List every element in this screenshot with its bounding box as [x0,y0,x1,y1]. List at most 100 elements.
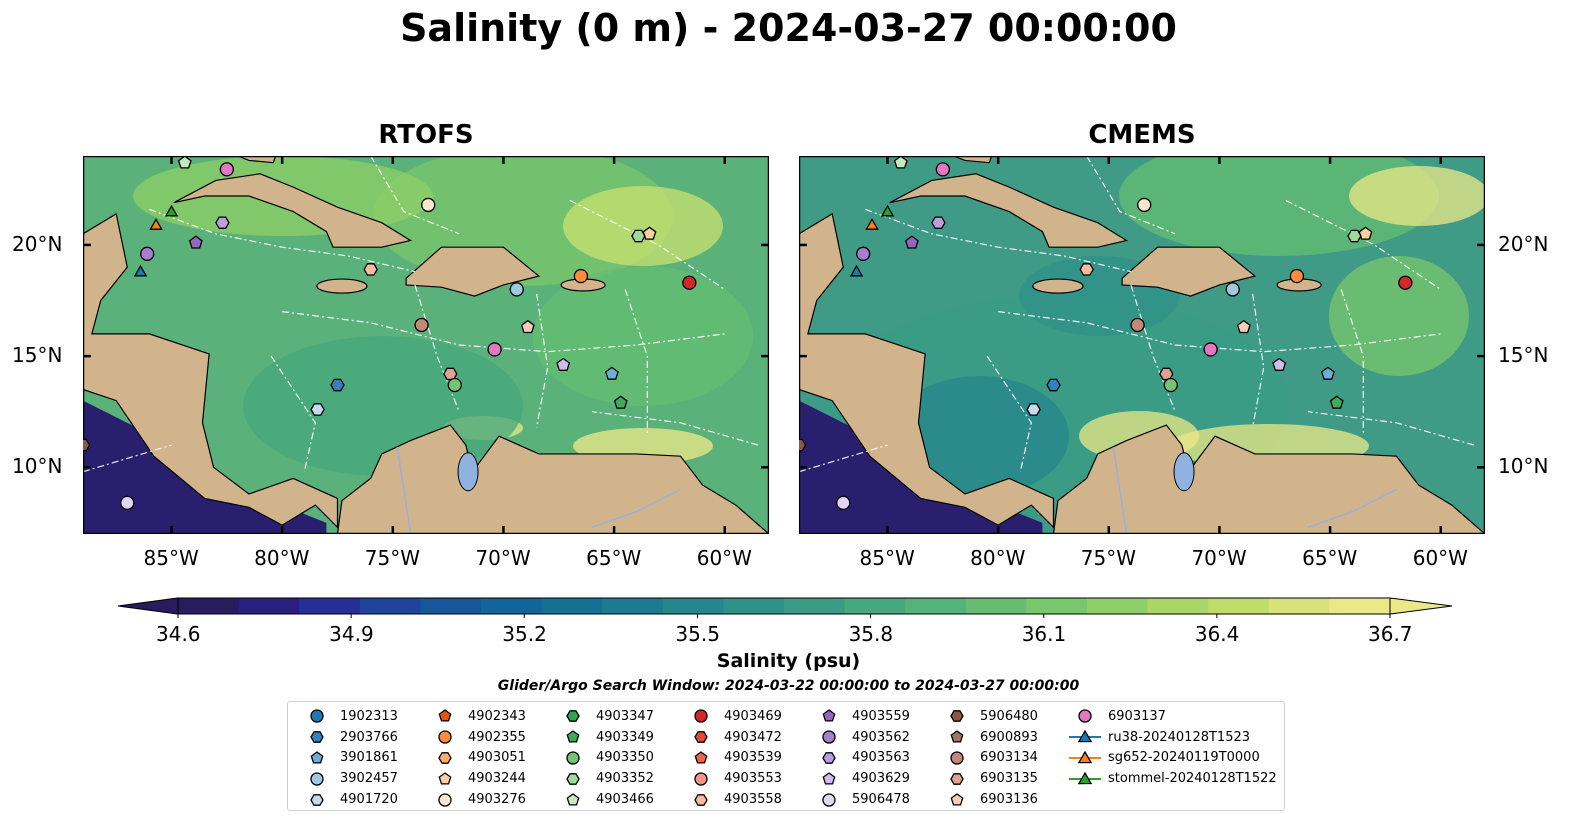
legend-circle-icon [950,751,964,765]
legend-marker-triangle-line [1069,750,1101,764]
legend-hexagon-icon [310,793,324,806]
lon-tick-label: 80°W [970,546,1026,570]
legend-entry: 4903469 [684,706,782,727]
marker-6903134 [414,317,429,333]
legend-column: 1902313 2903766 3901861 3902457 4901720 [300,706,398,810]
eez-boundary-line [83,444,172,473]
marker-3901861 [604,366,619,380]
legend-label: 4903629 [852,771,910,787]
legend-column: 4903347 4903349 4903350 4903352 4903466 [556,706,654,810]
salinity-patch [1329,256,1469,376]
legend-marker-hexagon [822,752,836,764]
legend-entry: stommel-20240128T1522 [1068,768,1277,789]
legend-marker-triangle-line [1069,729,1101,743]
colorbar-tick-label: 34.9 [329,622,374,646]
legend-label: 6903134 [980,750,1038,766]
marker-4903469 [1398,275,1413,290]
marker-2903766 [1046,378,1061,392]
marker-5906480 [83,438,91,452]
marker-4903349 [1329,395,1344,409]
colorbar-segment [299,598,361,614]
legend-marker-pentagon [566,730,580,743]
hispaniola-land [1121,246,1257,297]
legend-marker-hexagon [438,752,452,764]
eez-boundary-line [370,156,460,235]
south-america-land [1052,424,1485,534]
lake-maracaibo [1173,452,1195,492]
legend-label: 4903563 [852,750,910,766]
legend-entry: 3902457 [300,768,398,789]
marker-stommel-20240128T1522 [164,204,179,217]
marker-3902457 [509,282,524,297]
legend-marker-pentagon [438,709,452,722]
salinity-patch [533,266,753,406]
hispaniola-land [405,246,541,297]
panel-title-cmems: CMEMS [1088,120,1196,150]
legend-marker-hexagon [310,731,324,744]
legend-label: 6900893 [980,729,1038,745]
legend-label: 4902355 [468,729,526,745]
legend-label: 4903349 [596,729,654,745]
legend-hexagon-icon [566,710,580,723]
marker-4901720 [310,403,325,416]
lon-tick-label: 70°W [475,546,531,570]
marker-4903350 [447,377,462,393]
legend-entry: 6903136 [940,789,1038,810]
legend-entry: 4903349 [556,727,654,748]
legend-label: 4903244 [468,771,526,787]
eez-boundary-line [986,355,1032,472]
legend-marker-circle [1078,709,1092,724]
legend-label: 4902343 [468,708,526,724]
colorbar-tick-label: 35.2 [502,622,547,646]
legend-marker-triangle-line [1069,771,1101,785]
colorbar-tick-label: 34.6 [156,622,201,646]
marker-6903137 [935,162,950,177]
marker-6903136 [520,319,535,334]
eez-boundary-line [270,355,316,472]
colorbar-tick-label: 36.1 [1021,622,1067,646]
colorbar [118,597,1452,618]
colorbar-segment [1268,598,1330,614]
legend-hexagon-icon [950,772,964,785]
marker-6903135 [443,367,458,381]
legend-label: 4903347 [596,708,654,724]
legend-label: 4903350 [596,750,654,766]
legend-marker-hexagon [694,731,708,744]
legend-triangle-icon [1077,750,1093,764]
legend-entry: 3901861 [300,748,398,769]
colorbar-segment [723,598,785,614]
legend-circle-icon [694,772,708,786]
lat-tick-label: 15°N [12,343,63,368]
legend-entry: 4903553 [684,768,782,789]
legend-pentagon-icon [822,709,836,722]
legend-pentagon-icon [566,792,580,806]
legend-pentagon-icon [950,730,964,743]
lat-tick-label: 15°N [1498,343,1549,368]
eez-boundary-line [1285,199,1442,290]
legend-pentagon-icon [438,709,452,722]
legend-circle-icon [438,730,452,744]
legend-column: 4903559 4903562 4903563 4903629 5906478 [812,706,910,810]
legend-hexagon-icon [566,772,580,785]
legend-circle-icon [310,709,324,724]
colorbar-segment [359,598,421,614]
marker-sg652-20240119T0000 [149,218,163,230]
colorbar-tick-label: 35.5 [675,622,720,646]
florida-land [237,156,277,164]
jamaica-land [316,278,368,294]
legend: 1902313 2903766 3901861 3902457 4901720 49023… [287,701,1285,811]
legend-marker-circle [438,730,452,744]
marker-4903558 [363,263,378,276]
legend-marker-circle [694,709,708,724]
lat-tick-label: 20°N [1498,231,1549,256]
marker-4903562 [856,246,871,261]
marker-stommel-20240128T1522 [880,204,895,217]
marker-sg652-20240119T0000 [865,218,879,230]
legend-circle-icon [310,772,324,786]
colorbar-tick-label: 36.4 [1194,622,1240,646]
legend-entry: 5906480 [940,706,1038,727]
legend-pentagon-icon [438,771,452,785]
eez-boundary-line [569,199,726,290]
legend-entry: 4903244 [428,768,526,789]
marker-4903349 [613,395,628,409]
